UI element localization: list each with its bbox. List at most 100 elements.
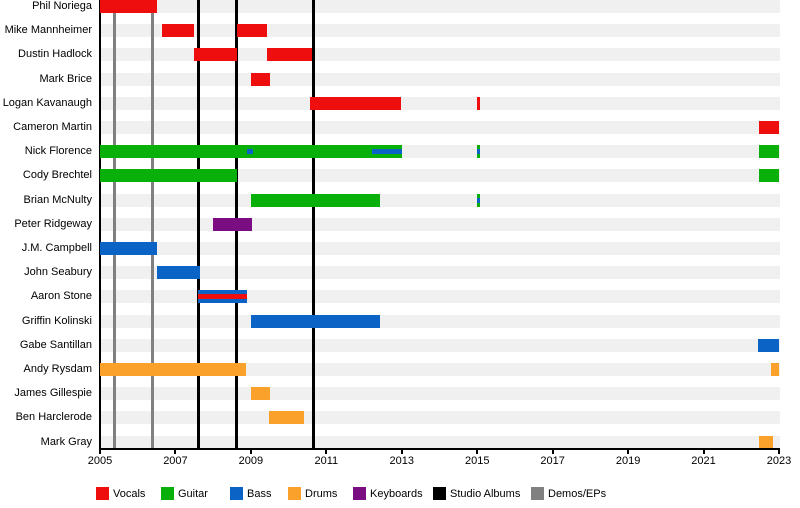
tenure-bar-vocals <box>477 97 481 110</box>
x-axis-tick <box>778 450 780 454</box>
x-axis-tick <box>325 450 328 454</box>
tenure-bar-keyboards <box>213 218 252 231</box>
x-axis-tick-label: 2019 <box>615 455 641 467</box>
legend: Vocals Guitar Bass Drums Keyboards Studio Alb… <box>0 487 800 503</box>
legend-label-drums: Drums <box>305 488 338 500</box>
member-name-label-cameron-martin: Cameron Martin <box>13 121 92 133</box>
tenure-bar-guitar <box>100 145 402 158</box>
x-axis-tick-label: 2021 <box>691 455 716 467</box>
member-name-label-phil-noriega: Phil Noriega <box>32 0 92 12</box>
row-band <box>100 387 780 400</box>
row-band <box>100 290 780 303</box>
tenure-bar-vocals <box>194 48 237 61</box>
row-band <box>100 339 780 352</box>
legend-label-keyboards: Keyboards <box>370 488 423 500</box>
studio-album-line <box>196 0 200 450</box>
x-axis-tick <box>99 450 101 454</box>
tenure-bar-drums <box>250 387 270 400</box>
x-axis-tick <box>476 450 479 454</box>
member-name-label-mike-mannheimer: Mike Mannheimer <box>4 24 92 36</box>
row-band <box>100 363 780 376</box>
tenure-bar-drums <box>268 411 305 424</box>
x-axis-tick-label: 2007 <box>163 455 188 467</box>
legend-swatch-drums <box>288 487 301 500</box>
tenure-bar-vocals <box>236 24 268 37</box>
member-name-label-gabe-santillan: Gabe Santillan <box>19 339 92 351</box>
y-axis-line <box>99 0 101 450</box>
tenure-overlay-bass <box>477 198 481 203</box>
row-band <box>100 0 780 13</box>
x-axis-tick <box>400 450 403 454</box>
member-name-label-griffin-kolinski: Griffin Kolinski <box>21 315 92 327</box>
row-band <box>100 97 780 110</box>
member-name-label-john-seabury: John Seabury <box>24 266 92 278</box>
legend-label-bass: Bass <box>247 488 272 500</box>
tenure-bar-bass <box>156 266 200 279</box>
tenure-bar-guitar <box>759 169 779 182</box>
row-band <box>100 436 780 449</box>
row-band <box>100 121 780 134</box>
tenure-bar-vocals <box>267 48 312 61</box>
member-name-label-logan-kavanaugh: Logan Kavanaugh <box>2 97 92 109</box>
tenure-bar-bass <box>198 290 248 303</box>
tenure-bar-drums <box>759 436 774 449</box>
legend-label-demos-eps: Demos/EPs <box>548 488 607 500</box>
tenure-bar-guitar <box>759 145 779 158</box>
x-axis-tick-label: 2013 <box>389 455 414 467</box>
tenure-bar-bass <box>100 242 157 255</box>
legend-label-guitar: Guitar <box>178 488 208 500</box>
member-name-label-dustin-hadlock: Dustin Hadlock <box>18 48 92 60</box>
row-band <box>100 24 780 37</box>
x-axis-tick <box>551 450 554 454</box>
tenure-overlay-bass <box>477 149 481 154</box>
row-band <box>100 169 780 182</box>
tenure-bar-vocals <box>100 0 157 13</box>
row-band <box>100 315 780 328</box>
x-axis-tick <box>702 450 705 454</box>
tenure-bar-guitar <box>250 194 381 207</box>
x-axis-tick <box>627 450 630 454</box>
legend-label-studio-albums: Studio Albums <box>450 488 521 500</box>
tenure-bar-vocals <box>759 121 779 134</box>
member-name-label-aaron-stone: Aaron Stone <box>30 290 92 302</box>
tenure-bar-guitar <box>100 169 237 182</box>
x-axis-tick-label: 2009 <box>238 455 264 467</box>
member-name-label-brian-mcnulty: Brian McNulty <box>23 194 92 206</box>
tenure-bar-drums <box>771 363 779 376</box>
row-band <box>100 218 780 231</box>
tenure-overlay-bass <box>247 149 254 154</box>
legend-swatch-studio-albums <box>433 487 446 500</box>
demos-eps-line <box>151 0 155 450</box>
studio-album-line <box>311 0 315 450</box>
x-axis-line <box>99 448 780 450</box>
member-name-label-nick-florence: Nick Florence <box>24 145 92 157</box>
tenure-bar-vocals <box>250 73 270 86</box>
row-band <box>100 242 780 255</box>
tenure-bar-guitar <box>477 145 481 158</box>
legend-swatch-guitar <box>161 487 174 500</box>
legend-swatch-keyboards <box>353 487 366 500</box>
legend-swatch-demos-eps <box>531 487 544 500</box>
x-axis-tick-label: 2017 <box>540 455 565 467</box>
tenure-bar-vocals <box>162 24 195 37</box>
member-name-label-cody-brechtel: Cody Brechtel <box>22 169 92 181</box>
member-name-label-mark-gray: Mark Gray <box>40 436 92 448</box>
member-name-label-mark-brice: Mark Brice <box>39 73 92 85</box>
member-name-label-j-m-campbell: J.M. Campbell <box>21 242 92 254</box>
legend-swatch-bass <box>230 487 243 500</box>
row-band <box>100 411 780 424</box>
x-axis-tick-label: 2023 <box>766 455 792 467</box>
row-band <box>100 266 780 279</box>
row-band <box>100 73 780 86</box>
tenure-bar-guitar <box>477 194 481 207</box>
tenure-bar-drums <box>100 363 246 376</box>
member-name-label-james-gillespie: James Gillespie <box>14 387 92 399</box>
tenure-overlay-bass <box>371 149 402 154</box>
tenure-bar-bass <box>758 339 779 352</box>
x-axis-tick <box>249 450 252 454</box>
tenure-overlay-vocals <box>198 294 248 299</box>
legend-label-vocals: Vocals <box>113 488 146 500</box>
x-axis-tick-label: 2005 <box>87 455 113 467</box>
legend-swatch-vocals <box>96 487 109 500</box>
